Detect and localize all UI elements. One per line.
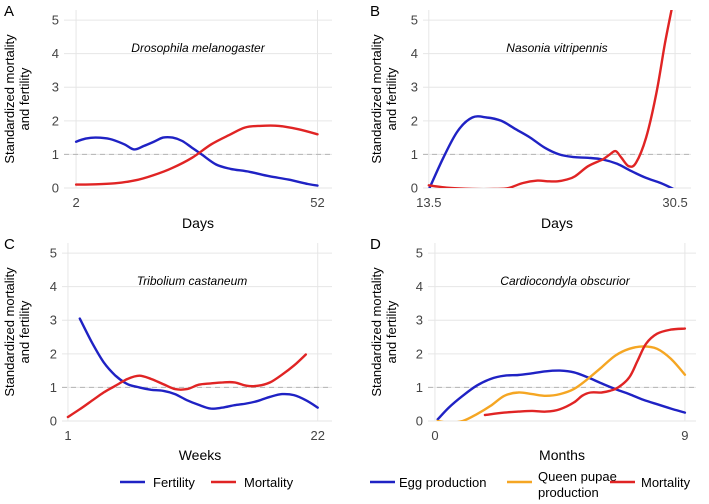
- series-line-c-mortality: [66, 353, 307, 419]
- panel-b: B Standardized mortality and fertility N…: [369, 3, 691, 231]
- y-tick-label-a: 5: [52, 13, 59, 28]
- y-tick-label-d: 1: [416, 380, 423, 395]
- grid-a: [64, 10, 332, 189]
- y-tick-label-c: 1: [50, 380, 57, 395]
- x-tick-label-b: 13.5: [416, 195, 441, 210]
- panel-title-b: Nasonia vitripennis: [506, 41, 607, 55]
- panel-d: D Standardized mortality and fertility C…: [369, 236, 696, 463]
- y-axis-label-c-line1: Standardized mortality: [2, 267, 17, 397]
- y-tick-label-b: 1: [411, 147, 418, 162]
- y-tick-label-b: 2: [411, 113, 418, 128]
- y-axis-label-b-line1: Standardized mortality: [369, 34, 384, 164]
- y-tick-label-d: 3: [416, 313, 423, 328]
- panel-c: C Standardized mortality and fertility T…: [2, 236, 332, 463]
- series-line-d-egg-production: [436, 369, 687, 421]
- grid-d: [428, 243, 696, 422]
- y-axis-label-b-line2: and fertility: [384, 67, 399, 130]
- panel-title-d: Cardiocondyla obscurior: [500, 274, 630, 288]
- y-tick-label-c: 0: [50, 414, 57, 429]
- y-axis-label-a-line2: and fertility: [17, 67, 32, 130]
- y-tick-label-d: 4: [416, 279, 423, 294]
- x-tick-label-b: 30.5: [662, 195, 687, 210]
- y-axis-label-d-line2: and fertility: [384, 300, 399, 363]
- y-tick-label-c: 4: [50, 279, 57, 294]
- legend-right: Egg production Queen pupae production Mo…: [370, 469, 691, 500]
- y-tick-label-d: 0: [416, 414, 423, 429]
- x-axis-label-c: Weeks: [179, 447, 222, 463]
- legend-label-egg: Egg production: [399, 475, 486, 490]
- panel-label-d: D: [370, 236, 381, 253]
- legend-label-mortality-right: Mortality: [641, 475, 691, 490]
- y-tick-label-b: 0: [411, 181, 418, 196]
- x-tick-label-a: 2: [72, 195, 79, 210]
- y-tick-label-a: 0: [52, 181, 59, 196]
- legend-left: Fertility Mortality: [120, 475, 294, 490]
- x-tick-label-d: 9: [681, 428, 688, 443]
- y-tick-label-d: 5: [416, 246, 423, 261]
- y-tick-label-c: 5: [50, 246, 57, 261]
- y-tick-label-a: 3: [52, 80, 59, 95]
- grid-b: [423, 10, 691, 189]
- series-line-d-mortality: [483, 327, 687, 417]
- y-tick-label-b: 4: [411, 46, 418, 61]
- x-tick-label-c: 22: [310, 428, 324, 443]
- y-tick-label-a: 2: [52, 113, 59, 128]
- y-axis-label-d-line1: Standardized mortality: [369, 267, 384, 397]
- legend-label-fertility: Fertility: [153, 475, 195, 490]
- panel-label-c: C: [4, 236, 15, 253]
- x-tick-label-c: 1: [64, 428, 71, 443]
- panel-title-a: Drosophila melanogaster: [131, 41, 265, 55]
- x-axis-label-b: Days: [541, 215, 573, 231]
- legend-label-mortality-left: Mortality: [244, 475, 294, 490]
- series-line-d-queen-pupae-production: [436, 345, 687, 421]
- y-axis-label-c-line2: and fertility: [17, 300, 32, 363]
- legend-label-queen-line2: production: [538, 485, 599, 500]
- series-line-a-mortality: [74, 124, 319, 186]
- series-line-c-fertility: [78, 317, 319, 410]
- y-axis-label-a-line1: Standardized mortality: [2, 34, 17, 164]
- panel-title-c: Tribolium castaneum: [137, 274, 247, 288]
- panel-label-b: B: [370, 3, 380, 20]
- x-tick-label-d: 0: [431, 428, 438, 443]
- y-tick-label-a: 4: [52, 46, 59, 61]
- series-line-b-fertility: [428, 115, 675, 188]
- legend-label-queen-line1: Queen pupae: [538, 469, 617, 484]
- y-tick-label-c: 3: [50, 313, 57, 328]
- series-line-b-mortality: [427, 10, 673, 188]
- y-tick-label-d: 2: [416, 346, 423, 361]
- panel-label-a: A: [4, 3, 14, 20]
- panel-a: A Standardized mortality and fertility D…: [2, 3, 332, 231]
- y-tick-label-a: 1: [52, 147, 59, 162]
- x-axis-label-a: Days: [182, 215, 214, 231]
- x-tick-label-a: 52: [310, 195, 324, 210]
- x-axis-label-d: Months: [539, 447, 585, 463]
- y-tick-label-b: 3: [411, 80, 418, 95]
- y-tick-label-c: 2: [50, 346, 57, 361]
- series-line-a-fertility: [74, 135, 319, 187]
- y-tick-label-b: 5: [411, 13, 418, 28]
